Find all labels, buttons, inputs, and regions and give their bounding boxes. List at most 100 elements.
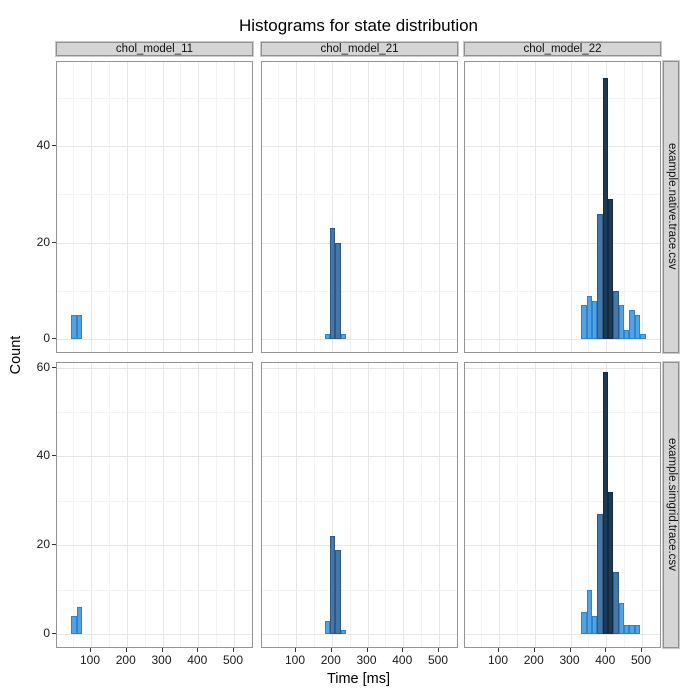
x-tick-label: 300: [151, 653, 172, 667]
gridline-y-minor: [57, 291, 252, 292]
gridline-y-major: [465, 456, 660, 458]
gridline-x-minor: [278, 62, 280, 352]
gridline-x-major: [642, 62, 643, 352]
figure-title: Histograms for state distribution: [238, 16, 479, 35]
histogram-bar: [324, 620, 330, 634]
gridline-y-minor: [465, 291, 660, 292]
gridline-x-minor: [108, 362, 110, 648]
gridline-x-minor: [481, 362, 483, 648]
gridline-x-minor: [313, 362, 315, 648]
histogram-bar: [602, 78, 609, 340]
gridline-x-major: [162, 362, 164, 648]
x-axis-tick: [295, 648, 296, 652]
histogram-bar: [340, 629, 347, 634]
gridline-y-minor: [57, 97, 252, 99]
x-axis-tick: [233, 648, 234, 652]
x-tick-label: 100: [79, 653, 101, 667]
histogram-bar: [581, 611, 587, 634]
gridline-y-major: [57, 545, 252, 547]
y-axis-tick: [52, 145, 56, 147]
gridline-y-minor: [262, 412, 457, 413]
x-axis-tick: [438, 648, 439, 652]
gridline-x-major: [234, 362, 235, 648]
x-tick-label: 400: [187, 653, 208, 667]
gridline-x-major: [126, 362, 128, 648]
gridline-y-minor: [57, 194, 252, 196]
gridline-x-major: [198, 362, 200, 648]
y-tick-label: 60: [36, 359, 50, 374]
gridline-y-minor: [57, 412, 252, 413]
y-axis-tick: [52, 338, 56, 340]
gridline-y-major: [465, 634, 660, 635]
x-axis-tick: [641, 648, 642, 652]
gridline-x-major: [331, 362, 333, 648]
gridline-x-major: [439, 62, 440, 352]
gridline-x-major: [439, 362, 440, 648]
gridline-y-minor: [262, 500, 457, 502]
gridline-y-major: [465, 146, 660, 148]
gridline-x-minor: [588, 362, 590, 648]
gridline-x-minor: [481, 62, 483, 352]
x-tick-label: 500: [427, 653, 449, 667]
histogram-bar: [613, 291, 619, 340]
x-tick-label: 300: [559, 653, 580, 667]
x-tick-label: 300: [356, 653, 377, 667]
gridline-y-minor: [465, 589, 660, 591]
gridline-y-minor: [57, 589, 252, 591]
gridline-y-major: [57, 242, 252, 244]
x-axis-tick: [498, 648, 499, 652]
histogram-bar: [340, 334, 347, 340]
y-tick-label: 40: [36, 448, 50, 463]
gridline-y-major: [262, 634, 457, 635]
histogram-bar: [597, 514, 603, 634]
gridline-y-minor: [465, 97, 660, 99]
x-tick-label: 200: [115, 653, 136, 667]
gridline-x-minor: [385, 362, 387, 648]
gridline-x-minor: [144, 362, 146, 648]
x-tick-label: 100: [284, 653, 306, 667]
gridline-y-major: [465, 339, 660, 341]
y-axis-tick: [52, 544, 56, 546]
gridline-y-minor: [262, 291, 457, 292]
gridline-y-major: [57, 456, 252, 458]
histogram-bar: [586, 589, 592, 634]
histogram-bar: [71, 315, 77, 340]
gridline-x-minor: [73, 362, 75, 648]
x-axis-tick: [569, 648, 571, 652]
gridline-x-minor: [659, 62, 660, 352]
histogram-bar: [618, 305, 625, 340]
gridline-x-minor: [456, 362, 457, 648]
x-tick-label: 200: [320, 653, 341, 667]
gridline-y-minor: [465, 500, 660, 502]
histogram-bar: [329, 536, 336, 634]
gridline-x-minor: [349, 62, 351, 352]
x-tick-label: 400: [595, 653, 616, 667]
y-tick-label: 20: [36, 234, 50, 249]
x-axis-tick: [605, 648, 607, 652]
histogram-bar: [329, 228, 336, 340]
gridline-y-minor: [465, 412, 660, 413]
y-axis-tick: [52, 455, 56, 457]
histogram-bar: [335, 242, 341, 340]
histogram-bar: [335, 549, 341, 634]
gridline-y-major: [262, 367, 457, 369]
gridline-x-minor: [73, 62, 75, 352]
facet-column-strip: chol_model_21: [261, 42, 458, 56]
gridline-x-minor: [659, 362, 660, 648]
histogram-bar: [597, 213, 603, 340]
gridline-y-major: [262, 146, 457, 148]
histogram-bar: [602, 372, 609, 634]
histogram-bar: [608, 199, 614, 340]
gridline-x-minor: [144, 62, 146, 352]
x-axis-tick: [330, 648, 332, 652]
gridline-x-minor: [216, 62, 218, 352]
gridline-x-major: [162, 62, 164, 352]
gridline-x-major: [296, 362, 297, 648]
gridline-x-major: [499, 62, 500, 352]
x-tick-label: 200: [523, 653, 544, 667]
gridline-x-minor: [456, 62, 457, 352]
histogram-bar: [634, 315, 641, 340]
gridline-x-minor: [552, 362, 554, 648]
y-tick-label: 0: [43, 626, 50, 640]
gridline-y-major: [57, 634, 252, 635]
